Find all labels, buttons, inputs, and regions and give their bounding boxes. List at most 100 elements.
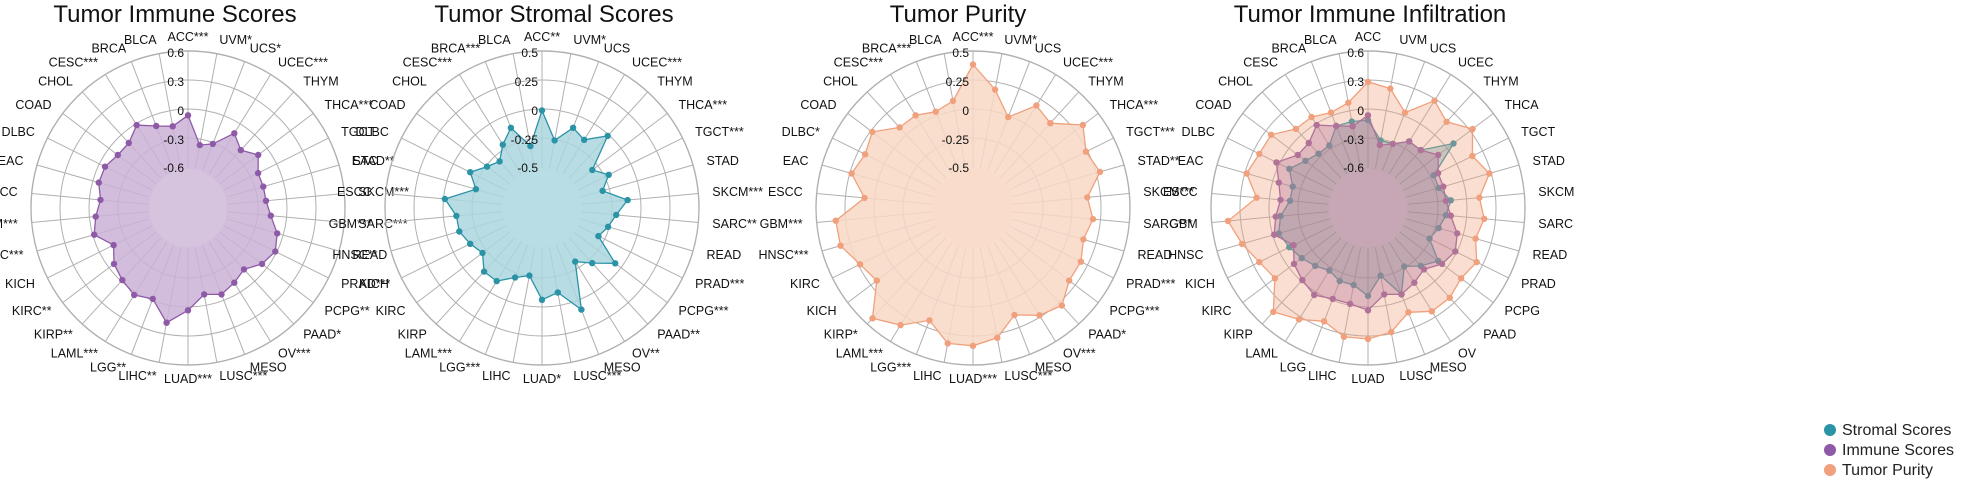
data-point bbox=[1224, 217, 1232, 225]
grid-spoke bbox=[1374, 247, 1398, 363]
category-label: SKCM*** bbox=[358, 185, 409, 199]
category-label: HNSC*** bbox=[758, 248, 808, 262]
data-point bbox=[1434, 169, 1442, 177]
category-label: LUSC*** bbox=[219, 369, 267, 383]
data-point bbox=[149, 295, 156, 303]
data-point bbox=[499, 141, 506, 148]
center-hole bbox=[503, 169, 581, 247]
category-label: THCA*** bbox=[679, 98, 728, 112]
data-point bbox=[1289, 183, 1296, 190]
category-label: SKCM bbox=[1538, 185, 1574, 199]
data-point bbox=[231, 130, 238, 137]
category-label: BRCA*** bbox=[862, 42, 911, 56]
data-point bbox=[599, 187, 606, 194]
category-label: MESO bbox=[1430, 361, 1467, 375]
data-point bbox=[1089, 215, 1097, 223]
grid-spoke bbox=[1374, 53, 1398, 169]
data-point bbox=[1320, 318, 1328, 325]
chart-title: Tumor Immune Infiltration bbox=[1234, 1, 1507, 28]
category-label: BLCA bbox=[124, 33, 157, 47]
data-point bbox=[1272, 213, 1279, 220]
tick-label: -0.25 bbox=[942, 133, 970, 147]
tick-label: 0.25 bbox=[946, 75, 970, 89]
category-label: PAAD* bbox=[303, 327, 341, 341]
data-point bbox=[240, 266, 248, 273]
data-point bbox=[209, 140, 216, 148]
legend-marker bbox=[1824, 424, 1836, 436]
data-point bbox=[526, 272, 533, 279]
grid-spoke bbox=[1394, 237, 1475, 325]
data-point bbox=[551, 137, 558, 144]
category-label: THCA*** bbox=[325, 98, 374, 112]
chart-title: Tumor Stromal Scores bbox=[434, 1, 673, 28]
tick-label: 0.5 bbox=[521, 46, 538, 60]
grid-spoke bbox=[1284, 241, 1348, 342]
data-point bbox=[604, 132, 611, 140]
data-point bbox=[1327, 109, 1335, 116]
data-point bbox=[1275, 179, 1283, 186]
category-label: SARC*** bbox=[1143, 217, 1192, 231]
category-label: TGCT*** bbox=[1126, 125, 1175, 139]
data-point bbox=[511, 274, 519, 281]
category-label: CESC bbox=[1243, 56, 1278, 70]
data-point bbox=[1454, 230, 1461, 237]
data-point bbox=[231, 279, 238, 286]
category-label: THCA bbox=[1505, 98, 1540, 112]
data-point bbox=[1253, 194, 1260, 201]
data-point bbox=[1299, 276, 1306, 284]
data-point bbox=[1469, 152, 1476, 160]
data-point bbox=[527, 142, 534, 150]
data-point bbox=[467, 169, 474, 176]
data-point bbox=[848, 170, 855, 177]
category-label: EAC bbox=[352, 154, 378, 168]
data-point bbox=[110, 241, 117, 249]
category-label: LUAD*** bbox=[949, 372, 997, 386]
category-label: STAD** bbox=[353, 154, 395, 168]
tick-label: -0.3 bbox=[1343, 133, 1364, 147]
category-label: EAC bbox=[0, 154, 24, 168]
category-label: CHOL bbox=[823, 75, 858, 89]
category-label: SARC*** bbox=[358, 217, 407, 231]
data-point bbox=[119, 276, 126, 284]
grid-spoke bbox=[1399, 231, 1494, 304]
category-label: THCA*** bbox=[1110, 98, 1159, 112]
grid-spoke bbox=[1381, 245, 1426, 355]
category-label: LUSC bbox=[1399, 369, 1432, 383]
data-point bbox=[856, 261, 864, 268]
category-label: CESC*** bbox=[834, 56, 883, 70]
grid-spoke bbox=[1406, 218, 1520, 252]
data-point bbox=[1271, 275, 1279, 282]
category-label: ACC*** bbox=[953, 30, 994, 44]
category-label: READ bbox=[1533, 248, 1568, 262]
data-point bbox=[92, 213, 99, 220]
category-label: READ bbox=[353, 248, 388, 262]
category-label: KICH bbox=[5, 277, 35, 291]
tick-label: -0.3 bbox=[163, 133, 184, 147]
data-point bbox=[480, 268, 488, 275]
data-point bbox=[1271, 231, 1278, 238]
data-point bbox=[969, 61, 977, 68]
data-point bbox=[1096, 168, 1104, 176]
legend-label: Immune Scores bbox=[1842, 442, 1954, 459]
category-label: THYM bbox=[1483, 75, 1518, 89]
data-point bbox=[1302, 157, 1309, 164]
category-label: UCS* bbox=[250, 42, 281, 56]
grid-spoke bbox=[1310, 61, 1355, 171]
data-point bbox=[604, 223, 612, 230]
data-point bbox=[1472, 235, 1479, 242]
category-label: UVM* bbox=[573, 33, 606, 47]
category-label: ESCC bbox=[768, 185, 803, 199]
data-point bbox=[1311, 291, 1318, 299]
data-point bbox=[1305, 139, 1313, 147]
category-label: LAML*** bbox=[836, 346, 883, 360]
grid-spoke bbox=[1403, 137, 1509, 191]
chart-title: Tumor Immune Scores bbox=[53, 1, 296, 28]
data-point bbox=[991, 86, 999, 93]
category-label: LGG*** bbox=[439, 361, 480, 375]
category-label: BRCA bbox=[1271, 42, 1306, 56]
data-point bbox=[507, 124, 515, 131]
data-point bbox=[861, 151, 869, 158]
radar-panel-2: Tumor Stromal Scores 0.5 0.25 0 -0.25 -0.5 ACC… bbox=[329, 1, 764, 386]
